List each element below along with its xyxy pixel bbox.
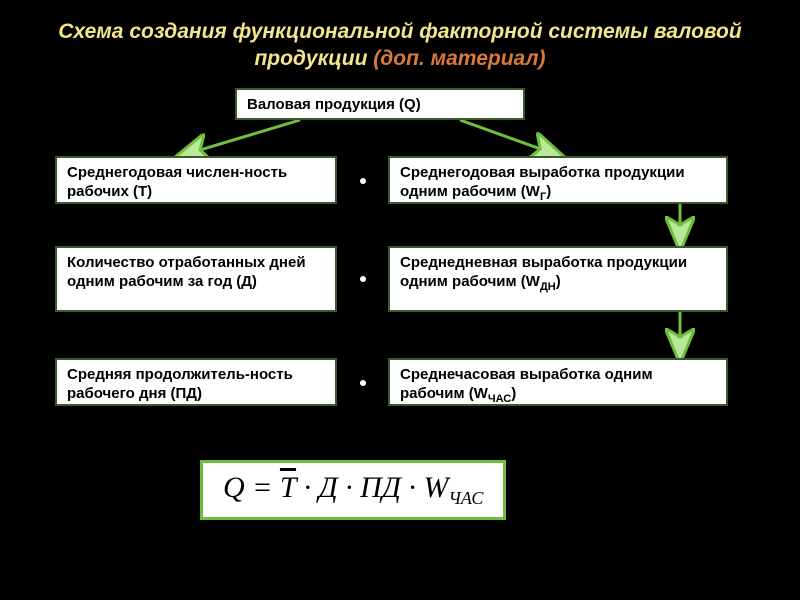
formula-pd: ПД <box>360 471 401 504</box>
box-t: Среднегодовая числен-ность рабочих (Т) <box>55 156 337 204</box>
formula-t: T <box>280 471 296 504</box>
box-pd-text: Средняя продолжитель-ность рабочего дня … <box>67 366 293 402</box>
box-d: Количество отработанных дней одним рабоч… <box>55 246 337 312</box>
multiply-dot <box>360 276 366 282</box>
multiply-dot <box>360 178 366 184</box>
formula-w: W <box>423 471 448 504</box>
box-t-text: Среднегодовая числен-ность рабочих (Т) <box>67 164 287 200</box>
title-sub: (доп. материал) <box>373 47 545 70</box>
formula-wsub: ЧАС <box>448 488 483 508</box>
slide-title: Схема создания функциональной факторной … <box>0 0 800 83</box>
formula-mul3: · <box>401 471 424 504</box>
box-root-text: Валовая продукция (Q) <box>247 96 421 113</box>
box-d-text: Количество отработанных дней одним рабоч… <box>67 254 306 290</box>
formula: Q = T · Д · ПД · WЧАС <box>200 460 506 520</box>
formula-mul2: · <box>338 471 361 504</box>
box-wchas: Среднечасовая выработка одним рабочим (W… <box>388 358 728 406</box>
box-wdn: Среднедневная выработка продукции одним … <box>388 246 728 312</box>
box-pd: Средняя продолжитель-ность рабочего дня … <box>55 358 337 406</box>
box-root: Валовая продукция (Q) <box>235 88 525 120</box>
formula-q: Q <box>223 471 245 504</box>
multiply-dot <box>360 380 366 386</box>
formula-mul1: · <box>296 471 319 504</box>
formula-d: Д <box>319 471 338 504</box>
formula-eq: = <box>245 471 280 504</box>
box-wg: Среднегодовая выработка продукции одним … <box>388 156 728 204</box>
